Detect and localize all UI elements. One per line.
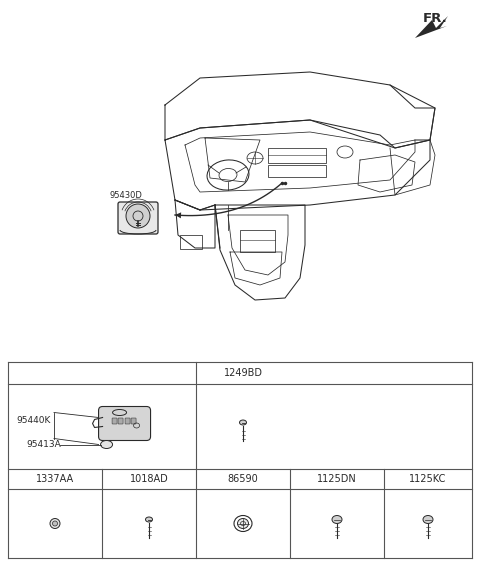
- Bar: [268, 148, 326, 163]
- Text: 95430D: 95430D: [110, 192, 143, 201]
- Polygon shape: [175, 213, 181, 218]
- Ellipse shape: [112, 409, 127, 416]
- Text: 1249BD: 1249BD: [224, 368, 263, 378]
- Bar: [268, 165, 326, 177]
- FancyBboxPatch shape: [112, 418, 117, 424]
- Text: 95413A: 95413A: [26, 440, 61, 449]
- Ellipse shape: [50, 519, 60, 528]
- FancyBboxPatch shape: [125, 418, 130, 424]
- Bar: [240, 230, 275, 252]
- Ellipse shape: [101, 441, 112, 449]
- Ellipse shape: [332, 515, 342, 523]
- Text: 1125DN: 1125DN: [317, 474, 357, 484]
- Text: 1337AA: 1337AA: [36, 474, 74, 484]
- FancyBboxPatch shape: [131, 418, 136, 424]
- Polygon shape: [415, 16, 448, 38]
- FancyBboxPatch shape: [98, 406, 151, 441]
- Ellipse shape: [423, 515, 433, 523]
- Ellipse shape: [238, 519, 249, 528]
- Text: 1125KC: 1125KC: [409, 474, 447, 484]
- FancyBboxPatch shape: [118, 202, 158, 234]
- Circle shape: [126, 204, 150, 228]
- Text: 86590: 86590: [228, 474, 258, 484]
- FancyBboxPatch shape: [118, 418, 123, 424]
- Bar: [180, 235, 202, 249]
- Ellipse shape: [145, 517, 153, 522]
- Text: 1018AD: 1018AD: [130, 474, 168, 484]
- Ellipse shape: [240, 420, 247, 425]
- Text: 95440K: 95440K: [16, 416, 50, 425]
- Ellipse shape: [52, 521, 58, 526]
- Text: FR.: FR.: [422, 12, 447, 25]
